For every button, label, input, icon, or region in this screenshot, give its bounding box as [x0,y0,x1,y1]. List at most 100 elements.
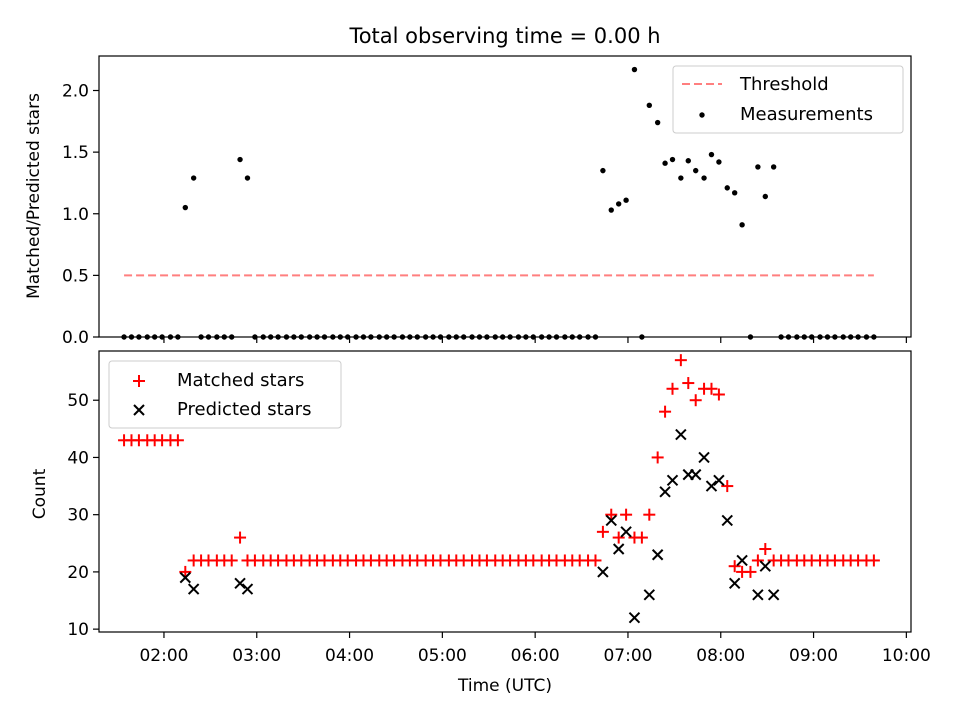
measurement-point [190,175,197,181]
predicted-stars-point [187,583,200,595]
matched-stars-point [867,554,880,567]
measurement-point [600,167,606,174]
predicted-stars-point [713,474,725,487]
matched-stars-point [751,554,764,567]
predicted-stars-point [659,486,671,498]
predicted-x-b [187,583,200,595]
matched-stars-point [225,554,238,567]
bottom-x-ticks: 02:00 03:00 04:00 05:00 06:00 07:00 08:00 09:00… [139,632,931,666]
measurement-point [615,201,622,207]
predicted-x-b [666,474,679,487]
bottom-y-tick-label: 20 [67,563,89,583]
predicted-x-b [179,571,192,584]
predicted-stars-point [612,543,625,555]
predicted-x-b [705,480,718,492]
predicted-stars-point [620,526,632,538]
measurement-point [631,66,638,73]
measurement-point [693,167,699,174]
matched-stars-point [620,508,633,521]
top-y-ticks: 0.0 0.5 1.0 1.5 2.0 [62,82,99,348]
predicted-x-b [698,451,710,464]
predicted-x-b [713,474,725,487]
legend-measurements-swatch [699,112,705,118]
measurement-point [762,193,769,200]
bottom-x-tick-label: 05:00 [418,646,467,666]
measurement-point [608,207,614,213]
predicted-stars-point [752,589,764,601]
predicted-x-b [675,428,687,441]
predicted-x-b [643,589,656,601]
measurement-point [716,159,722,165]
measurement-point [182,204,189,211]
legend-matched-label: Matched stars [177,370,304,391]
predicted-x-b [651,549,664,561]
matched-stars-point [759,543,772,556]
matched-stars-point [589,554,602,567]
measurement-point [646,102,653,108]
predicted-stars-point [705,480,718,492]
bottom-x-tick-label: 10:00 [882,646,931,666]
predicted-x-b [728,577,741,590]
predicted-stars-point [759,560,772,572]
bottom-plot-frame [98,350,912,633]
matched-stars-point [171,434,184,447]
matched-stars-point [744,565,757,578]
predicted-stars-point [605,514,617,527]
top-plot-marks [121,66,877,340]
predicted-stars-point [643,589,656,601]
matched-stars-point [689,394,702,407]
legend-threshold-label: Threshold [739,74,829,95]
top-y-tick-label: 2.0 [62,82,89,102]
measurement-point [739,222,745,228]
bottom-x-tick-label: 04:00 [325,646,374,666]
bottom-x-tick-label: 06:00 [511,646,560,666]
count-plot-panel: Count Time (UTC) 10 20 30 40 50 02:00 03:00 04… [30,350,931,696]
predicted-x-b [605,514,617,527]
predicted-stars-point [241,583,254,595]
matched-stars-point [635,531,648,544]
matched-stars-point [612,531,625,544]
legend-predicted-swatch [133,404,145,416]
bottom-legend-box [108,360,342,429]
measurement-point [708,151,715,158]
measurement-point [669,156,676,163]
measurement-point [685,158,691,164]
matched-stars-point [234,531,247,544]
measurement-point [724,185,730,191]
measurement-point [237,156,243,163]
predicted-x-b [659,486,671,498]
bottom-x-tick-label: 09:00 [789,646,838,666]
top-y-tick-label: 0.5 [62,266,89,286]
bottom-x-tick-label: 07:00 [603,646,652,666]
predicted-x-b [736,554,748,567]
predicted-x-b [767,589,780,601]
bottom-y-tick-label: 30 [67,506,89,526]
matched-stars-point [682,377,695,390]
predicted-x-b [628,611,641,624]
measurement-point [623,197,629,203]
predicted-stars-point [698,451,710,464]
matched-stars-point [179,565,192,578]
matched-stars-point [721,480,734,493]
predicted-x-b [234,577,246,590]
bottom-plot-marks [118,354,880,624]
measurement-point [662,160,668,166]
predicted-x-b [759,560,772,572]
measurement-point [701,175,707,181]
predicted-x-b [241,583,254,595]
measurement-point [678,175,684,181]
predicted-x-b [721,514,733,527]
bottom-y-tick-label: 10 [67,620,89,640]
bottom-legend: Matched stars Predicted stars [108,360,342,429]
predicted-stars-point [721,514,733,527]
bottom-y-tick-label: 50 [67,391,89,411]
matched-stars-point [728,560,741,573]
chart-title: Total observing time = 0.00 h [348,24,660,48]
matched-stars-point [666,382,679,395]
predicted-x-b [597,566,609,578]
top-legend-box [672,65,904,134]
bottom-x-tick-label: 02:00 [139,646,188,666]
top-y-tick-label: 1.0 [62,205,89,225]
predicted-stars-point [767,589,780,601]
matched-stars-point [712,388,725,401]
